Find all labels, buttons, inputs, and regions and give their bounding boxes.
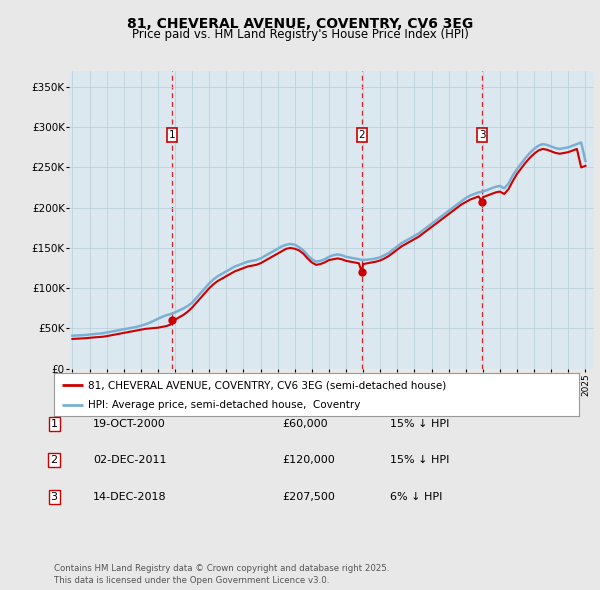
Text: 15% ↓ HPI: 15% ↓ HPI	[390, 455, 449, 465]
Text: 3: 3	[50, 492, 58, 502]
Text: HPI: Average price, semi-detached house,  Coventry: HPI: Average price, semi-detached house,…	[88, 401, 361, 410]
Text: Price paid vs. HM Land Registry's House Price Index (HPI): Price paid vs. HM Land Registry's House …	[131, 28, 469, 41]
Text: 81, CHEVERAL AVENUE, COVENTRY, CV6 3EG (semi-detached house): 81, CHEVERAL AVENUE, COVENTRY, CV6 3EG (…	[88, 381, 446, 391]
Text: 81, CHEVERAL AVENUE, COVENTRY, CV6 3EG: 81, CHEVERAL AVENUE, COVENTRY, CV6 3EG	[127, 17, 473, 31]
Text: 14-DEC-2018: 14-DEC-2018	[93, 492, 167, 502]
Text: 02-DEC-2011: 02-DEC-2011	[93, 455, 167, 465]
Text: 19-OCT-2000: 19-OCT-2000	[93, 419, 166, 428]
Text: £60,000: £60,000	[282, 419, 328, 428]
Text: £120,000: £120,000	[282, 455, 335, 465]
Text: 1: 1	[169, 130, 175, 140]
Text: £207,500: £207,500	[282, 492, 335, 502]
Text: 1: 1	[50, 419, 58, 428]
Text: 6% ↓ HPI: 6% ↓ HPI	[390, 492, 442, 502]
Text: Contains HM Land Registry data © Crown copyright and database right 2025.
This d: Contains HM Land Registry data © Crown c…	[54, 564, 389, 585]
Text: 15% ↓ HPI: 15% ↓ HPI	[390, 419, 449, 428]
Text: 2: 2	[358, 130, 365, 140]
Text: 2: 2	[50, 455, 58, 465]
Text: 3: 3	[479, 130, 485, 140]
